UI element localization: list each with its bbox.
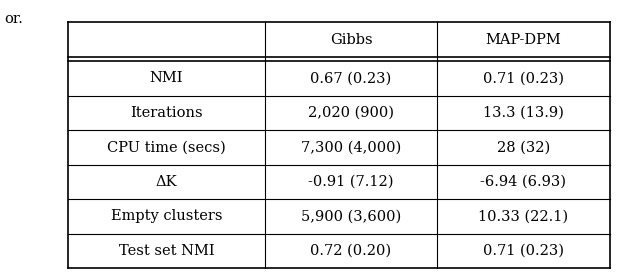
Text: Iterations: Iterations (130, 106, 203, 120)
Text: 5,900 (3,600): 5,900 (3,600) (301, 209, 401, 223)
Text: ΔΚ: ΔΚ (156, 175, 177, 189)
Text: -6.94 (6.93): -6.94 (6.93) (481, 175, 567, 189)
Text: 7,300 (4,000): 7,300 (4,000) (301, 140, 401, 154)
Text: 0.72 (0.20): 0.72 (0.20) (310, 244, 392, 258)
Text: Test set NMI: Test set NMI (119, 244, 214, 258)
Text: or.: or. (4, 12, 23, 26)
Text: Empty clusters: Empty clusters (111, 209, 222, 223)
Text: -0.91 (7.12): -0.91 (7.12) (308, 175, 394, 189)
Text: NMI: NMI (149, 71, 183, 85)
Text: 0.71 (0.23): 0.71 (0.23) (483, 244, 564, 258)
Text: 28 (32): 28 (32) (497, 140, 550, 154)
Text: Gibbs: Gibbs (329, 33, 372, 47)
Text: MAP-DPM: MAP-DPM (486, 33, 562, 47)
Text: CPU time (secs): CPU time (secs) (107, 140, 226, 154)
Text: 0.67 (0.23): 0.67 (0.23) (310, 71, 392, 85)
Text: 13.3 (13.9): 13.3 (13.9) (483, 106, 564, 120)
Text: 2,020 (900): 2,020 (900) (308, 106, 394, 120)
Text: 10.33 (22.1): 10.33 (22.1) (478, 209, 569, 223)
Text: 0.71 (0.23): 0.71 (0.23) (483, 71, 564, 85)
